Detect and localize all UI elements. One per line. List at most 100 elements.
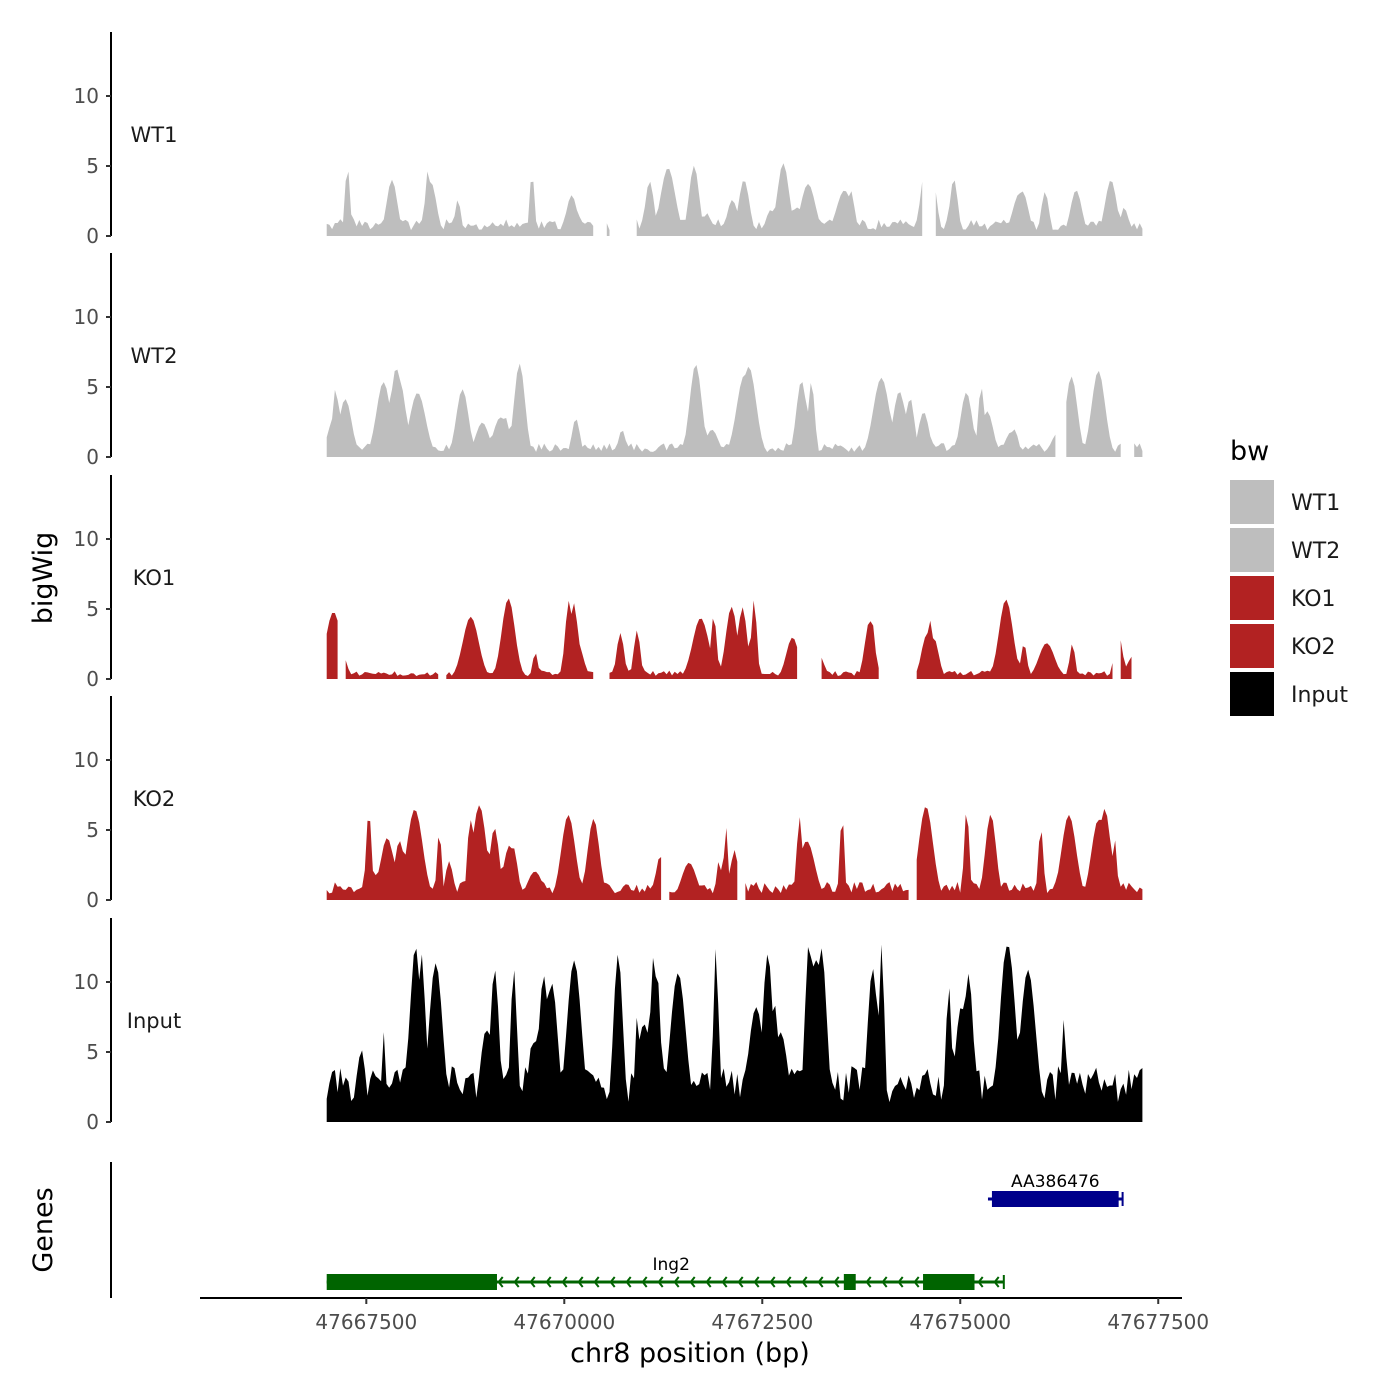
strand-arrow <box>609 1276 616 1288</box>
strand-arrow <box>545 1276 552 1288</box>
track-panel-ko2: 0 5 10 KO2 <box>74 696 1143 912</box>
legend-label-wt2: WT2 <box>1291 539 1340 564</box>
track-label-ko2: KO2 <box>133 787 176 811</box>
track-label-input: Input <box>127 1009 181 1033</box>
y-tick-label: 5 <box>86 818 99 842</box>
strand-arrow <box>721 1276 728 1288</box>
legend: bw WT1 WT2 KO1 KO2 Input <box>1230 436 1348 716</box>
track-label-ko1: KO1 <box>133 566 176 590</box>
legend-label-input: Input <box>1291 683 1348 708</box>
strand-arrow <box>593 1276 600 1288</box>
strand-arrow <box>497 1276 504 1288</box>
gene-label-ing2: Ing2 <box>652 1255 689 1275</box>
y-tick-label: 10 <box>74 970 99 994</box>
strand-arrow <box>657 1276 664 1288</box>
y-tick-label: 0 <box>86 224 99 248</box>
strand-arrow <box>753 1276 760 1288</box>
strand-arrow <box>689 1276 696 1288</box>
coverage-area-ko2 <box>745 817 909 900</box>
track-label-wt1: WT1 <box>131 123 178 147</box>
gene-exon <box>326 1274 497 1290</box>
strand-arrow <box>529 1276 536 1288</box>
y-tick-label: 0 <box>86 888 99 912</box>
legend-key-wt1 <box>1230 480 1274 524</box>
x-axis-ticks: 47667500 47670000 47672500 47675000 47677500 <box>315 1298 1209 1334</box>
strand-arrow <box>737 1276 744 1288</box>
legend-title: bw <box>1230 436 1269 467</box>
track-panel-wt2: 0 5 10 WT2 <box>74 253 1143 469</box>
x-tick-label: 47675000 <box>909 1310 1011 1334</box>
coverage-area-wt1 <box>636 163 923 236</box>
coverage-area-wt1 <box>606 223 610 236</box>
gene-models: Ing2 AA386476 <box>326 1172 1124 1290</box>
strand-arrow <box>897 1276 904 1288</box>
strand-arrow <box>705 1276 712 1288</box>
y-tick-label: 0 <box>86 445 99 469</box>
y-tick-label: 0 <box>86 667 99 691</box>
legend-key-wt2 <box>1230 528 1274 572</box>
x-tick-label: 47677500 <box>1107 1310 1209 1334</box>
strand-arrow <box>641 1276 648 1288</box>
legend-key-ko1 <box>1230 576 1274 620</box>
legend-key-input <box>1230 672 1274 716</box>
genes-panel-title: Genes <box>28 1187 59 1272</box>
strand-arrow <box>769 1276 776 1288</box>
gene-aa386476: AA386476 <box>987 1172 1124 1207</box>
strand-arrow <box>785 1276 792 1288</box>
track-panel-wt1: 0 5 10 WT1 <box>74 32 1143 248</box>
gene-exon <box>843 1274 856 1290</box>
track-panel-ko1: 0 5 10 KO1 <box>74 475 1132 691</box>
y-tick-label: 10 <box>74 305 99 329</box>
strand-arrow <box>513 1276 520 1288</box>
coverage-area-input <box>326 944 1143 1122</box>
strand-arrow <box>833 1276 840 1288</box>
coverage-area-ko1 <box>609 600 798 679</box>
strand-arrow <box>913 1276 920 1288</box>
legend-label-ko1: KO1 <box>1291 587 1336 612</box>
x-tick-label: 47667500 <box>315 1310 417 1334</box>
legend-label-wt1: WT1 <box>1291 491 1340 516</box>
strand-arrow <box>977 1276 984 1288</box>
coverage-area-wt2 <box>326 363 1056 457</box>
coverage-area-wt1 <box>935 180 1143 236</box>
coverage-area-wt2 <box>1134 443 1143 457</box>
legend-key-ko2 <box>1230 624 1274 668</box>
coverage-area-wt2 <box>1066 370 1121 457</box>
coverage-area-wt1 <box>326 171 594 236</box>
y-tick-label: 5 <box>86 597 99 621</box>
x-axis-title: chr8 position (bp) <box>570 1338 810 1369</box>
y-tick-label: 5 <box>86 375 99 399</box>
strand-arrow <box>625 1276 632 1288</box>
coverage-area-ko1 <box>916 599 1113 679</box>
y-tick-label: 10 <box>74 748 99 772</box>
track-panel-input: 0 5 10 Input <box>74 918 1143 1134</box>
y-tick-label: 0 <box>86 1110 99 1134</box>
x-tick-label: 47670000 <box>513 1310 615 1334</box>
coverage-area-ko1 <box>821 621 879 679</box>
strand-arrow <box>993 1276 1000 1288</box>
strand-arrow <box>577 1276 584 1288</box>
strand-arrow <box>673 1276 680 1288</box>
strand-arrow <box>881 1276 888 1288</box>
gene-exon <box>991 1191 1119 1207</box>
coverage-area-ko1 <box>1120 640 1132 679</box>
gene-exon <box>923 1274 975 1290</box>
strand-arrow <box>865 1276 872 1288</box>
strand-arrow <box>801 1276 808 1288</box>
coverage-area-ko2 <box>326 805 662 900</box>
x-tick-label: 47672500 <box>711 1310 813 1334</box>
strand-arrow <box>817 1276 824 1288</box>
coverage-area-ko1 <box>446 598 594 679</box>
coverage-area-ko2 <box>669 828 738 900</box>
strand-arrow <box>561 1276 568 1288</box>
gene-label-aa386476: AA386476 <box>1011 1172 1100 1192</box>
signal-tracks: 0 5 10 WT1 0 5 10 WT2 0 5 10 KO1 0 5 10 KO2 0 5 10 Input <box>74 32 1143 1134</box>
coverage-area-ko1 <box>326 613 338 679</box>
coverage-area-ko2 <box>916 807 1143 900</box>
y-tick-label: 10 <box>74 527 99 551</box>
y-tick-label: 5 <box>86 154 99 178</box>
y-tick-label: 5 <box>86 1040 99 1064</box>
gene-ing2: Ing2 <box>326 1255 1005 1290</box>
